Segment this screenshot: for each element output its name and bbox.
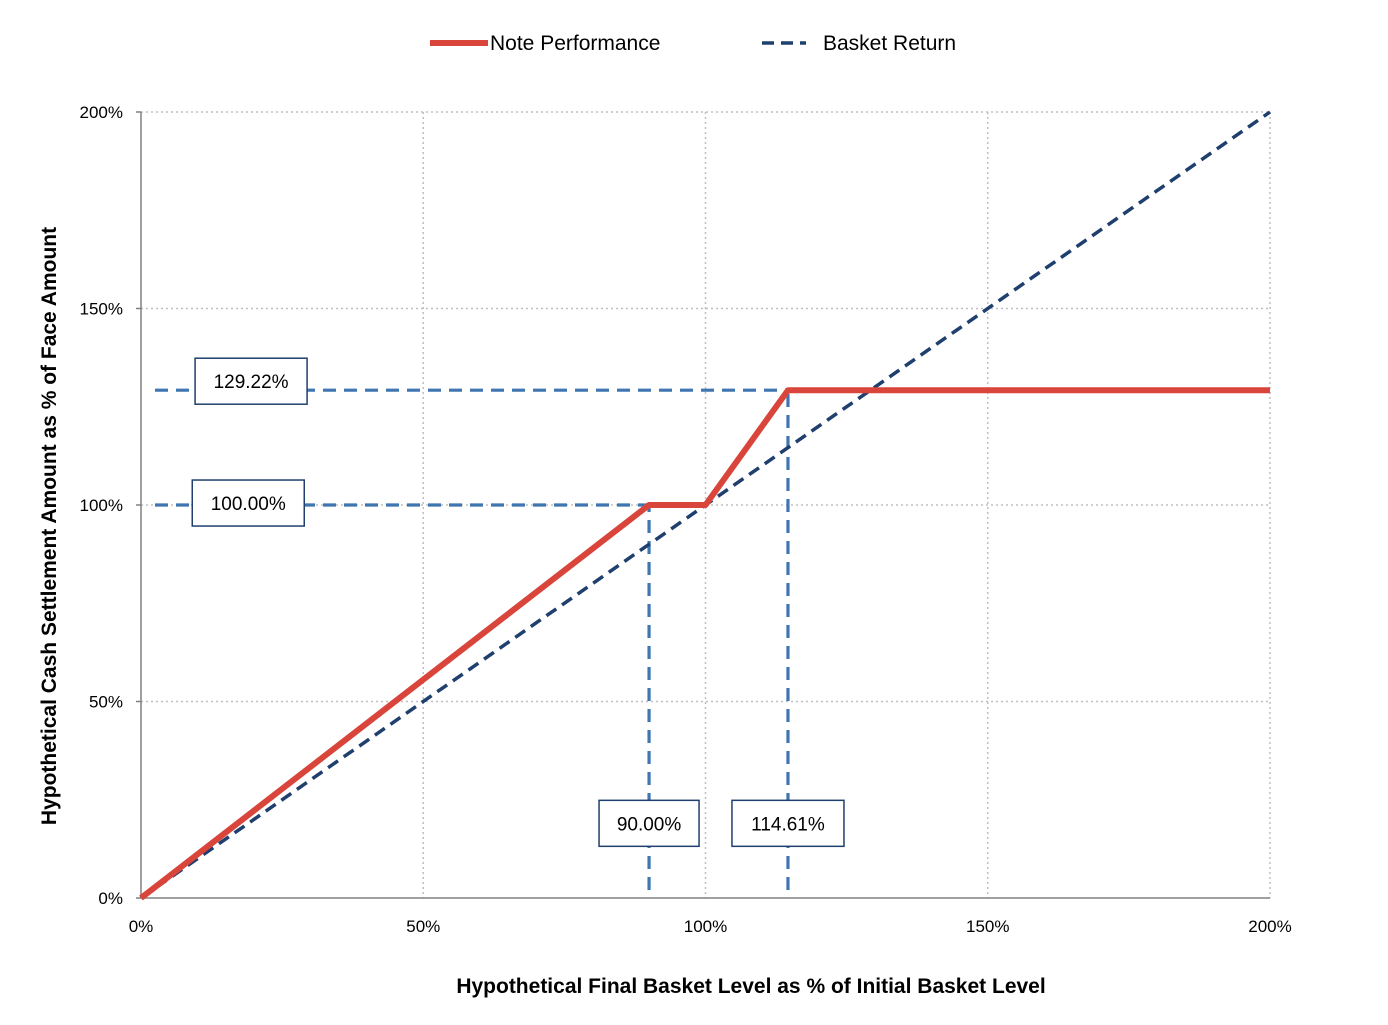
callout-box: [191, 479, 306, 527]
x-tick-label: 0%: [129, 917, 154, 936]
y-tick-label: 200%: [80, 103, 123, 122]
y-tick-label: 150%: [80, 300, 123, 319]
series-lines: [139, 110, 1271, 901]
callout-box: [194, 357, 308, 405]
callout-label: 114.61%: [751, 814, 825, 835]
gridlines: [141, 111, 1271, 898]
x-axis-title: Hypothetical Final Basket Level as % of …: [456, 975, 1045, 998]
callout-label: 100.00%: [211, 494, 286, 515]
callout-box: [731, 799, 845, 848]
series-line-note-performance: [139, 387, 1270, 901]
x-tick-label: 50%: [406, 917, 440, 936]
callout-label: 129.22%: [214, 372, 289, 393]
legend: Note Performance Basket Return: [430, 32, 956, 55]
y-tick-label: 50%: [89, 693, 123, 712]
axes: [136, 111, 1270, 899]
x-tick-label: 150%: [966, 917, 1009, 936]
x-tick-label: 100%: [684, 917, 727, 936]
legend-label: Basket Return: [823, 32, 956, 55]
callout-box: [598, 799, 700, 848]
y-tick-label: 0%: [98, 889, 123, 908]
y-tick-labels: 0% 50% 100% 150% 200%: [80, 103, 123, 908]
x-tick-labels: 0% 50% 100% 150% 200%: [129, 917, 1292, 936]
legend-label: Note Performance: [490, 32, 660, 55]
y-tick-label: 100%: [80, 496, 123, 515]
callouts: 129.22% 100.00% 90.00% 114.61%: [191, 357, 845, 848]
x-tick-label: 200%: [1248, 917, 1291, 936]
callout-label: 90.00%: [617, 814, 682, 835]
y-axis-title: Hypothetical Cash Settlement Amount as %…: [38, 227, 61, 825]
